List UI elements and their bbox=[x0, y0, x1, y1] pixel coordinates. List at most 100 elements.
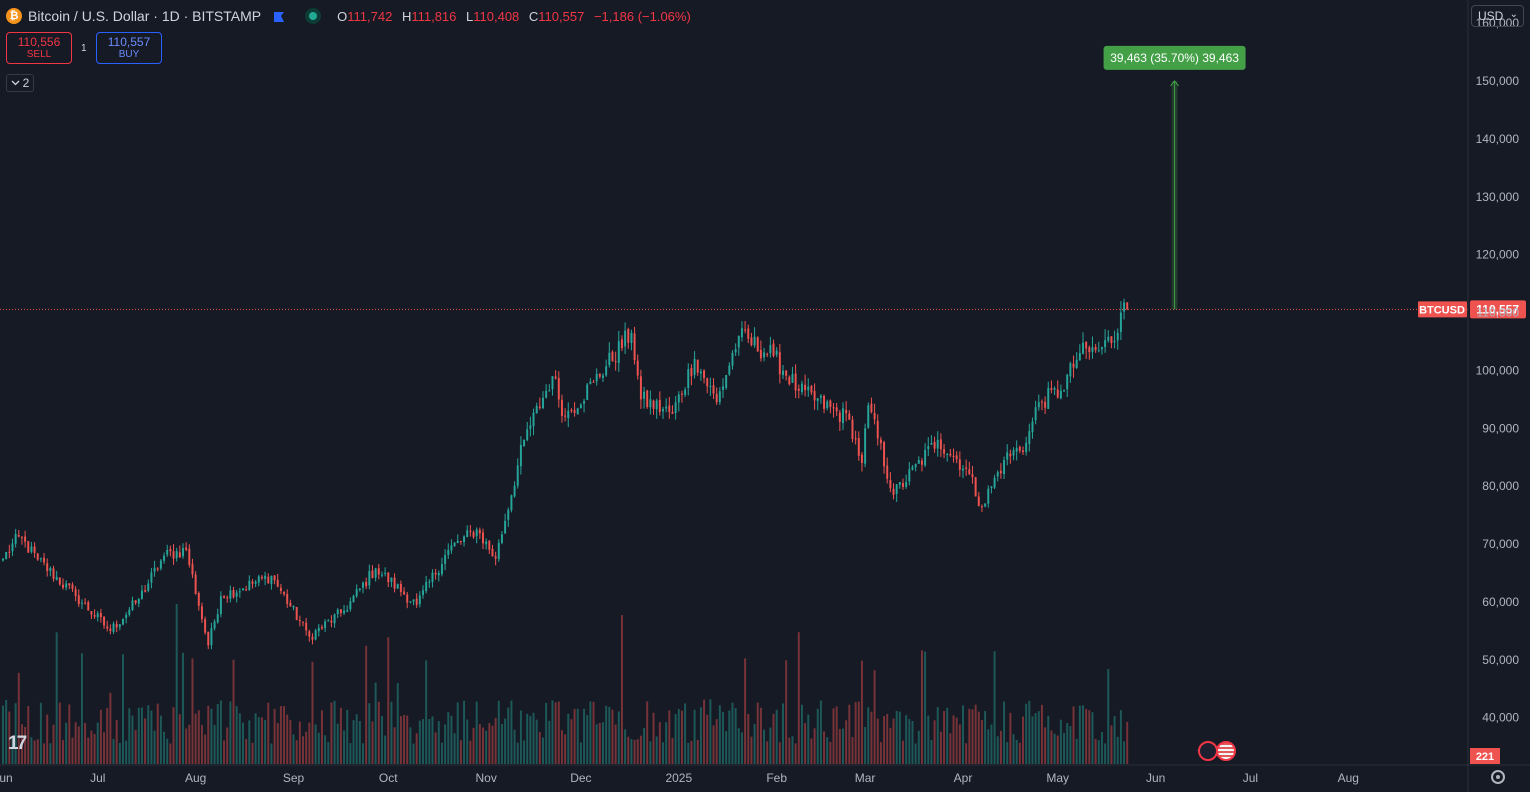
volume-bar bbox=[273, 708, 276, 764]
candle-body bbox=[977, 496, 980, 507]
candle-body bbox=[444, 554, 447, 564]
open-value: 111,742 bbox=[347, 8, 393, 24]
candle-body bbox=[753, 336, 756, 346]
candle-body bbox=[14, 533, 17, 544]
volume-bar bbox=[684, 703, 687, 764]
volume-bar bbox=[434, 732, 437, 764]
tradingview-logo-icon[interactable]: 17 bbox=[8, 733, 27, 754]
volume-bar bbox=[229, 701, 232, 764]
candle-body bbox=[576, 408, 579, 415]
candle-body bbox=[1006, 452, 1009, 460]
volume-bar bbox=[554, 702, 557, 764]
volume-bar bbox=[49, 743, 52, 764]
volume-bar bbox=[740, 732, 743, 764]
candle-body bbox=[788, 376, 791, 385]
currency-value: USD bbox=[1478, 9, 1504, 23]
volume-bar bbox=[602, 722, 604, 764]
volume-bar bbox=[747, 713, 750, 764]
volume-bar bbox=[68, 704, 71, 764]
volume-tag-bg bbox=[1470, 748, 1500, 764]
volume-bar bbox=[513, 729, 516, 764]
event-marker-icon[interactable] bbox=[1198, 741, 1219, 761]
volume-bar bbox=[283, 706, 286, 764]
buy-button[interactable]: 110,557 BUY bbox=[96, 32, 162, 64]
indicators-collapse-button[interactable]: 2 bbox=[6, 74, 34, 92]
candle-body bbox=[362, 582, 364, 588]
currency-select[interactable]: USD ⌄ bbox=[1471, 5, 1524, 27]
flag-icon[interactable] bbox=[273, 10, 285, 22]
volume-bar bbox=[232, 659, 235, 764]
candle-body bbox=[920, 460, 923, 465]
volume-bar bbox=[917, 730, 920, 764]
candle-body bbox=[636, 360, 639, 376]
volume-bar bbox=[466, 719, 469, 764]
candle-body bbox=[365, 581, 368, 587]
candle-body bbox=[1091, 347, 1094, 352]
candle-body bbox=[570, 409, 573, 412]
volume-bar bbox=[194, 713, 197, 764]
candle-body bbox=[996, 472, 999, 477]
us-flag-icon[interactable] bbox=[1216, 741, 1237, 761]
candle-body bbox=[384, 572, 387, 574]
candle-body bbox=[330, 620, 333, 623]
candle-body bbox=[933, 442, 936, 449]
candle-body bbox=[242, 588, 244, 591]
candle-body bbox=[24, 536, 27, 542]
volume-bar bbox=[153, 730, 156, 764]
candle-body bbox=[1069, 363, 1072, 377]
candle-body bbox=[371, 570, 374, 579]
candle-body bbox=[396, 584, 399, 589]
volume-bar bbox=[643, 728, 646, 764]
volume-bar bbox=[71, 737, 74, 764]
candle-body bbox=[718, 391, 721, 403]
volume-bar bbox=[137, 707, 140, 764]
volume-bar bbox=[1116, 736, 1119, 764]
volume-bar bbox=[324, 735, 327, 764]
sell-button[interactable]: 110,556 SELL bbox=[6, 32, 72, 64]
candle-body bbox=[276, 579, 279, 587]
volume-bar bbox=[1009, 712, 1012, 764]
candle-body bbox=[1025, 442, 1028, 453]
symbol-title[interactable]: Bitcoin / U.S. Dollar · 1D · BITSTAMP bbox=[28, 8, 262, 24]
candle-body bbox=[1022, 450, 1024, 453]
volume-bar bbox=[14, 703, 17, 764]
candle-body bbox=[431, 572, 434, 583]
candle-body bbox=[485, 541, 488, 545]
volume-bar bbox=[968, 708, 971, 764]
volume-bar bbox=[690, 740, 693, 764]
volume-bar bbox=[390, 701, 393, 764]
volume-bar bbox=[1097, 740, 1100, 764]
candle-body bbox=[643, 391, 646, 399]
volume-bar bbox=[39, 702, 42, 764]
volume-bar bbox=[311, 661, 314, 764]
candlesticks bbox=[2, 298, 1129, 650]
candle-body bbox=[1107, 336, 1110, 341]
volume-bar bbox=[996, 736, 999, 764]
candle-body bbox=[43, 557, 46, 563]
volume-bar bbox=[699, 707, 702, 764]
candle-body bbox=[791, 374, 794, 383]
candle-body bbox=[352, 595, 355, 603]
volume-bar bbox=[860, 660, 863, 764]
volume-bar bbox=[399, 716, 402, 764]
last-price-tag: 110,557 bbox=[1476, 302, 1519, 316]
settings-gear-icon[interactable] bbox=[1491, 770, 1505, 784]
candle-body bbox=[794, 373, 797, 391]
volume-bar bbox=[140, 707, 143, 764]
candle-body bbox=[876, 420, 879, 439]
candle-body bbox=[857, 438, 860, 456]
volume-bar bbox=[542, 737, 544, 764]
candle-body bbox=[248, 580, 251, 591]
candle-body bbox=[1050, 388, 1053, 390]
volume-bar bbox=[516, 742, 519, 764]
candle-body bbox=[226, 597, 229, 599]
volume-bar bbox=[592, 701, 595, 764]
candle-body bbox=[390, 577, 393, 582]
volume-bar bbox=[131, 715, 134, 764]
candle-body bbox=[339, 609, 342, 614]
volume-bar bbox=[365, 645, 368, 764]
volume-bar bbox=[112, 739, 115, 764]
economic-events[interactable]: ✦ bbox=[1196, 741, 1237, 761]
volume-bar bbox=[848, 704, 851, 764]
